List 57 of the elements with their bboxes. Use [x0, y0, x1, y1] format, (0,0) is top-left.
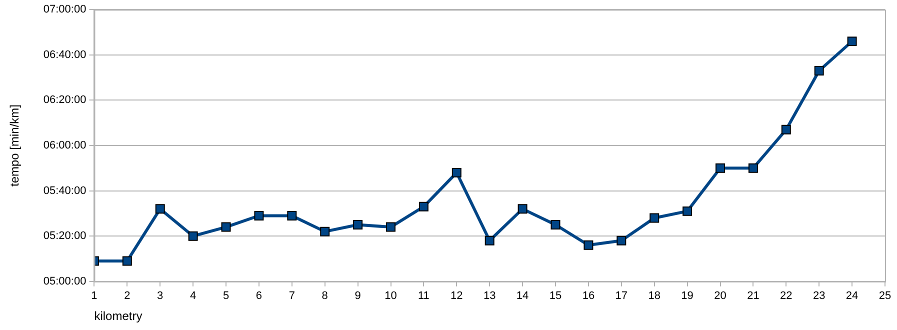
point: [748, 163, 758, 173]
x-tick-label: 19: [681, 290, 694, 302]
y-tick-label: 05:00:00: [43, 275, 86, 288]
point: [518, 204, 528, 214]
x-tick-label: 8: [322, 290, 328, 302]
x-tick-label: 10: [384, 290, 397, 302]
y-tick-label: 06:00:00: [43, 140, 86, 152]
point: [418, 202, 428, 212]
point: [550, 220, 560, 230]
x-tick-label: 21: [747, 290, 760, 302]
point: [716, 163, 725, 173]
point: [155, 204, 165, 214]
x-tick-label: 9: [354, 290, 361, 302]
y-tick-label: 06:40:00: [43, 48, 86, 61]
y-tick-label: 05:40:00: [43, 184, 86, 197]
x-tick-label: 16: [582, 290, 595, 302]
point: [452, 168, 462, 178]
point: [386, 222, 396, 232]
point: [781, 124, 791, 134]
point: [847, 36, 857, 46]
x-tick-label: 2: [124, 290, 130, 302]
x-tick-label: 25: [878, 290, 892, 302]
point: [320, 226, 330, 236]
x-tick-label: 5: [222, 290, 230, 302]
y-tick-label: 06:20:00: [43, 94, 86, 106]
y-tick-label: 07:00:00: [43, 4, 86, 16]
point: [650, 213, 660, 223]
x-tick-label: 6: [256, 290, 262, 302]
point: [254, 210, 264, 220]
x-tick-label: 18: [648, 290, 660, 302]
point: [814, 66, 824, 76]
y-tick-label: 05:20:00: [43, 230, 86, 242]
x-tick-label: 24: [846, 290, 858, 302]
x-tick-label: 7: [288, 290, 295, 302]
point: [584, 240, 594, 250]
x-tick-label: 11: [418, 290, 430, 302]
x-tick-label: 12: [450, 290, 463, 302]
point: [682, 206, 692, 216]
x-tick-label: 3: [157, 290, 164, 302]
point: [616, 236, 626, 246]
point: [484, 236, 494, 246]
x-tick-label: 23: [812, 290, 826, 302]
x-tick-label: 1: [91, 290, 98, 302]
point: [287, 210, 297, 220]
x-tick-label: 4: [190, 290, 196, 302]
x-tick-label: 20: [714, 290, 726, 302]
x-tick-label: 22: [780, 290, 792, 302]
point: [122, 256, 132, 266]
x-tick-label: 14: [516, 290, 529, 302]
x-tick-label: 13: [483, 290, 496, 302]
x-axis-title: kilometry: [94, 309, 142, 324]
point: [353, 220, 363, 230]
point: [188, 231, 198, 241]
x-tick-label: 15: [549, 290, 562, 302]
point: [221, 222, 231, 232]
y-axis-title: tempo [min/km]: [8, 104, 22, 187]
x-tick-label: 17: [615, 290, 628, 302]
